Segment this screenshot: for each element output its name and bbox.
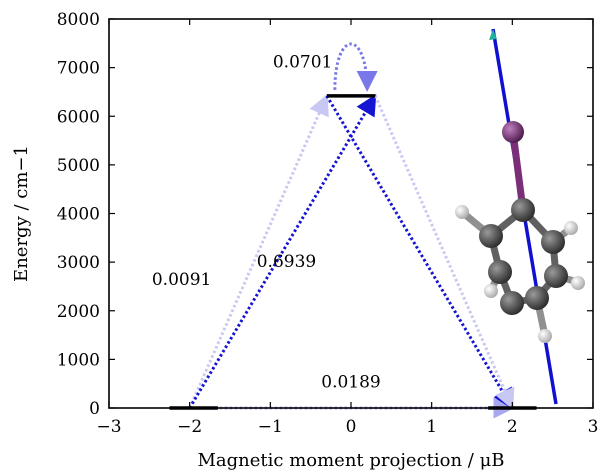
- y-tick-label: 0: [89, 399, 100, 419]
- transitions-layer: [188, 42, 515, 419]
- y-axis-label: Energy / cm−1: [11, 145, 32, 282]
- carbon-atom: [479, 224, 503, 248]
- carbon-atom: [541, 230, 565, 254]
- x-tick-label: −1: [258, 417, 283, 437]
- molecule-illustration: [455, 28, 585, 405]
- transition-arrow: [325, 95, 514, 410]
- transition-value-label: 0.0091: [152, 270, 211, 290]
- carbon-atom: [511, 198, 535, 222]
- x-tick-label: −3: [96, 417, 121, 437]
- transition-value-label: 0.6939: [257, 252, 316, 272]
- y-tick-label: 6000: [57, 107, 100, 127]
- hydrogen-atom: [564, 221, 578, 235]
- hydrogen-atom: [538, 329, 552, 343]
- y-tick-label: 2000: [57, 302, 100, 322]
- hydrogen-atom: [455, 205, 469, 219]
- labels-layer: Magnetic moment projection / μB Energy / …: [11, 53, 505, 471]
- y-tick-label: 8000: [57, 10, 100, 30]
- transition-value-label: 0.0701: [273, 53, 332, 73]
- x-axis-label: Magnetic moment projection / μB: [197, 450, 504, 471]
- y-tick-label: 4000: [57, 205, 100, 225]
- carbon-atom: [488, 260, 512, 284]
- iodine-atom: [502, 121, 524, 143]
- transition-arrow: [373, 95, 515, 410]
- transition-arrow: [188, 94, 377, 409]
- x-tick-label: 0: [346, 417, 357, 437]
- y-tick-label: 1000: [57, 350, 100, 370]
- hydrogen-atom: [571, 276, 585, 290]
- transition-arrow: [333, 42, 378, 92]
- x-tick-label: 2: [507, 417, 518, 437]
- x-tick-label: −2: [177, 417, 202, 437]
- carbon-atom: [525, 286, 549, 310]
- x-tick-label: 1: [426, 417, 437, 437]
- transition-arrow: [188, 93, 329, 409]
- hydrogen-atom: [484, 284, 498, 298]
- moment-axis-arrowhead: [489, 29, 497, 40]
- y-tick-label: 7000: [57, 59, 100, 79]
- carbon-atom: [544, 264, 568, 288]
- energy-levels-layer: [169, 94, 537, 410]
- y-tick-label: 3000: [57, 253, 100, 273]
- transition-value-label: 0.0189: [321, 373, 380, 393]
- axes-layer: −3 −2 −1 0 1 2 3 0 1000 2000 3000 4000 5000 6000 7000 8…: [57, 10, 599, 437]
- carbon-atom: [500, 291, 524, 315]
- y-tick-label: 5000: [57, 156, 100, 176]
- x-tick-label: 3: [588, 417, 599, 437]
